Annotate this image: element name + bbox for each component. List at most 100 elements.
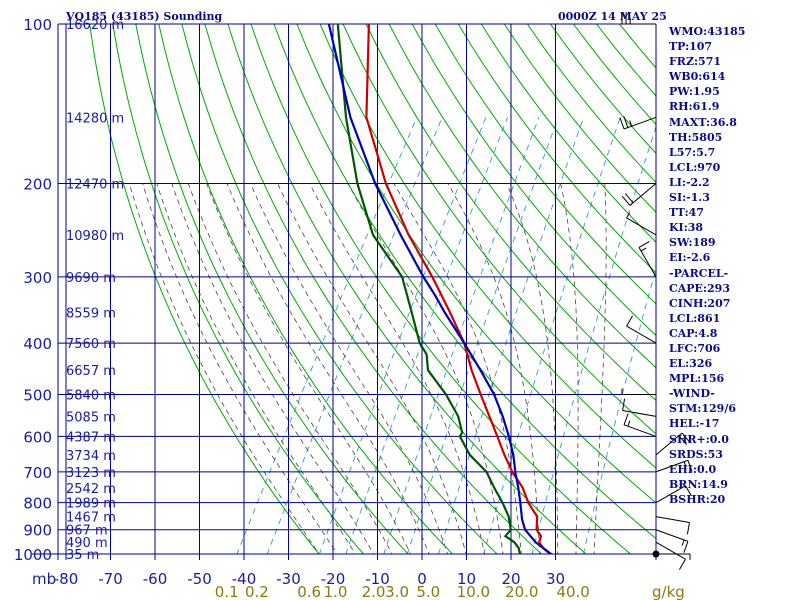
mixing-ratio-label: 40.0	[556, 583, 589, 600]
height-label: 7560 m	[66, 337, 116, 352]
mixing-ratio-line	[406, 117, 559, 554]
moist-adiabat	[187, 183, 393, 554]
moist-adiabat	[206, 183, 411, 554]
dry-adiabat	[388, 24, 656, 369]
dry-adiabat	[411, 24, 656, 337]
wind-barb	[638, 240, 657, 278]
wind-barb	[656, 553, 691, 560]
moist-adiabat	[129, 183, 320, 554]
moist-adiabat	[309, 183, 485, 554]
dry-adiabat	[227, 24, 587, 554]
pressure-tick-label: 600	[23, 428, 52, 446]
pressure-tick-label: 100	[23, 16, 52, 34]
wind-barb	[655, 459, 693, 473]
wind-barb	[655, 432, 691, 456]
wind-barb	[655, 529, 689, 553]
temperature-line	[365, 24, 554, 554]
wind-barbs	[619, 12, 693, 570]
height-label: 4387 m	[66, 430, 116, 445]
dry-adiabat	[319, 24, 656, 469]
dry-adiabat	[503, 24, 656, 213]
height-label: 967 m	[66, 524, 108, 539]
pressure-tick-label: 1000	[14, 546, 52, 564]
dry-adiabat	[296, 24, 656, 504]
dry-adiabat	[457, 24, 656, 274]
dry-adiabat	[181, 24, 498, 554]
index-item: RH:61.9	[669, 100, 720, 114]
moist-adiabat	[393, 183, 522, 554]
index-item: LI:-2.2	[669, 175, 710, 189]
dry-adiabat	[158, 24, 454, 554]
index-item: CAPE:293	[669, 281, 730, 295]
index-item: L57:5.7	[669, 145, 716, 159]
temperature-tick-label: -60	[143, 570, 168, 588]
wind-barb	[626, 212, 657, 236]
index-item: EHI:0.0	[669, 462, 717, 476]
moist-adiabat	[142, 183, 338, 554]
index-item: SW:189	[669, 236, 716, 250]
wind-barb	[619, 116, 657, 130]
index-item: BSHR:20	[669, 492, 726, 506]
index-item: LFC:706	[669, 341, 721, 355]
moist-adiabat	[250, 183, 448, 554]
index-item: SRDS:53	[669, 447, 723, 461]
mixing-ratio-label: 3.0	[385, 583, 409, 600]
mixing-ratio-label: 0.1	[215, 583, 239, 600]
pressure-tick-label: 300	[23, 269, 52, 287]
dry-adiabat	[273, 24, 656, 540]
moist-adiabat	[171, 183, 375, 554]
temperature-tick-label: 30	[546, 570, 565, 588]
index-item: KI:38	[669, 221, 704, 235]
dry-adiabat	[112, 24, 365, 554]
temperature-tick-label: -50	[187, 570, 212, 588]
index-item: CAP:4.8	[669, 326, 718, 340]
dry-adiabat	[365, 24, 656, 402]
pressure-unit-label: mb	[32, 570, 56, 588]
height-label: 6657 m	[66, 364, 116, 379]
sounding-indices: WMO:43185 TP:107 FRZ:571 WB0:614 PW:1.95 RH:6…	[669, 24, 745, 507]
pressure-tick-label: 500	[23, 386, 52, 404]
index-item: MAXT:36.8	[669, 115, 737, 129]
index-item: WB0:614	[669, 70, 726, 84]
profile-lines	[327, 24, 555, 554]
mixing-ratio-label: 20.0	[505, 583, 538, 600]
mixing-ratio-line	[483, 117, 621, 554]
height-label: 14280 m	[66, 111, 124, 126]
dry-adiabats	[89, 24, 656, 554]
index-item: EI:-2.6	[669, 251, 711, 265]
index-item: PW:1.95	[669, 85, 720, 99]
pressure-tick-label: 900	[23, 522, 52, 540]
index-item: TH:5805	[669, 130, 723, 144]
parcel-line	[327, 24, 555, 554]
temperature-tick-label: -70	[98, 570, 123, 588]
mixing-ratio-label: 0.6	[297, 583, 321, 600]
height-label: 5840 m	[66, 388, 116, 403]
index-item: LCL:861	[669, 311, 721, 325]
dry-adiabat	[434, 24, 656, 305]
pressure-tick-label: 700	[23, 464, 52, 482]
mixing-ratio-unit: g/kg	[652, 583, 685, 600]
index-item: TP:107	[669, 40, 713, 54]
pressure-tick-label: 800	[23, 495, 52, 513]
dry-adiabat	[135, 24, 409, 554]
temperature-tick-label: 20	[501, 570, 520, 588]
mixing-ratio-line	[266, 117, 443, 554]
index-item: -PARCEL-	[669, 266, 729, 280]
height-label: 9690 m	[66, 271, 116, 286]
mixing-ratio-label: 1.0	[324, 583, 348, 600]
wind-barb	[621, 183, 657, 206]
sounding-title: VQ185 (43185) Sounding	[66, 10, 223, 23]
moist-adiabat	[593, 183, 607, 554]
dry-adiabat	[526, 24, 656, 184]
wind-barb	[621, 12, 656, 25]
index-item: HEL:-17	[669, 417, 720, 431]
surface-marker	[652, 550, 660, 558]
index-item: CINH:207	[669, 296, 731, 310]
index-item: LCL:970	[669, 160, 721, 174]
wind-barb	[655, 516, 690, 535]
wind-barb	[621, 388, 656, 395]
index-item: MPL:156	[669, 372, 725, 386]
height-label: 12470 m	[66, 178, 124, 193]
index-item: TT:47	[669, 206, 704, 220]
